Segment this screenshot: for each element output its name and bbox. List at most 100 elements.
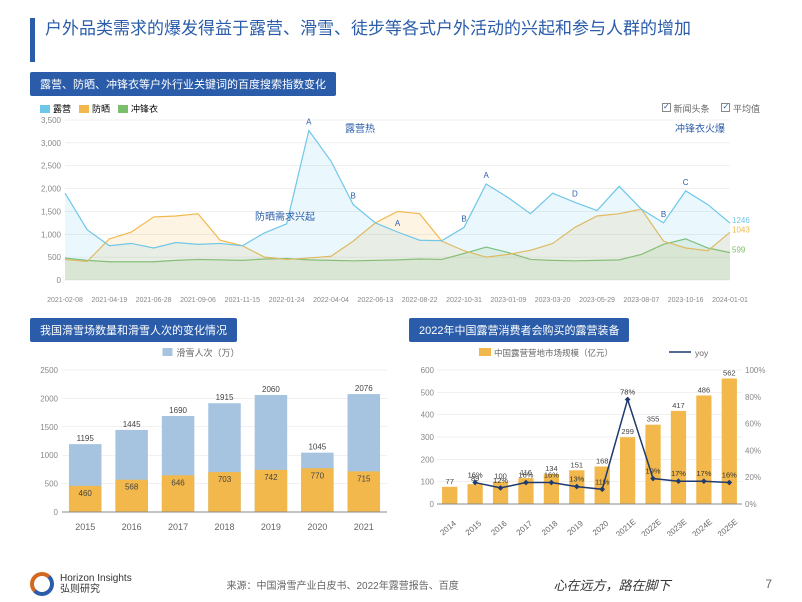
svg-text:滑雪人次（万）: 滑雪人次（万） xyxy=(177,347,240,358)
svg-text:1,500: 1,500 xyxy=(41,207,62,216)
slide: 户外品类需求的爆发得益于露营、滑雪、徒步等各式户外活动的兴起和参与人群的增加 露… xyxy=(0,0,802,602)
svg-text:2015: 2015 xyxy=(75,522,95,532)
svg-text:3,000: 3,000 xyxy=(41,139,62,148)
svg-text:C: C xyxy=(683,178,689,187)
svg-text:2023-08-07: 2023-08-07 xyxy=(623,297,659,304)
svg-text:D: D xyxy=(572,189,578,198)
svg-text:2060: 2060 xyxy=(262,385,280,394)
svg-text:2023-05-29: 2023-05-29 xyxy=(579,297,615,304)
svg-text:1043: 1043 xyxy=(732,225,750,234)
legend-right-label: 平均值 xyxy=(733,104,760,114)
svg-text:715: 715 xyxy=(357,474,371,483)
svg-text:151: 151 xyxy=(571,460,584,469)
svg-text:2023-03-20: 2023-03-20 xyxy=(535,297,571,304)
source-text: 来源：中国滑雪产业白皮书、2022年露营报告、百度 xyxy=(226,577,458,592)
svg-text:2016: 2016 xyxy=(489,519,509,536)
checkbox-icon xyxy=(662,103,671,112)
legend-swatch xyxy=(40,105,50,113)
svg-text:B: B xyxy=(661,210,666,219)
svg-text:2017: 2017 xyxy=(168,522,188,532)
svg-text:2022-01-24: 2022-01-24 xyxy=(269,297,305,304)
svg-text:2023-10-16: 2023-10-16 xyxy=(668,297,704,304)
svg-text:2500: 2500 xyxy=(40,366,58,375)
svg-text:2022-10-31: 2022-10-31 xyxy=(446,297,482,304)
svg-text:486: 486 xyxy=(698,385,711,394)
svg-text:646: 646 xyxy=(171,478,185,487)
svg-text:A: A xyxy=(306,118,312,127)
chart-right: 2022年中国露营消费者会购买的露营装备 中国露营营地市场规模（亿元）yoy01… xyxy=(409,318,774,536)
logo-icon xyxy=(30,572,54,596)
bottom-row: 我国滑雪场数量和滑雪人次的变化情况 滑雪人次（万）050010001500200… xyxy=(30,318,772,536)
svg-text:13%: 13% xyxy=(569,475,584,484)
svg-text:A: A xyxy=(395,219,401,228)
svg-text:2021-06-28: 2021-06-28 xyxy=(136,297,172,304)
svg-text:2022-06-13: 2022-06-13 xyxy=(357,297,393,304)
chart-right-svg: 中国露营营地市场规模（亿元）yoy01002003004005006000%20… xyxy=(409,346,774,536)
svg-text:500: 500 xyxy=(48,253,62,262)
svg-text:100: 100 xyxy=(421,478,435,487)
svg-text:0: 0 xyxy=(54,508,59,517)
legend-label: 防晒 xyxy=(92,102,110,115)
svg-text:16%: 16% xyxy=(722,471,737,480)
svg-text:703: 703 xyxy=(218,475,232,484)
svg-text:1445: 1445 xyxy=(123,420,141,429)
svg-text:2024-01-01: 2024-01-01 xyxy=(712,297,748,304)
svg-text:562: 562 xyxy=(723,368,736,377)
annotation-sun: 防晒需求兴起 xyxy=(255,208,315,223)
svg-text:2020: 2020 xyxy=(307,522,327,532)
svg-text:80%: 80% xyxy=(745,393,761,402)
svg-text:600: 600 xyxy=(421,366,435,375)
svg-text:2015: 2015 xyxy=(464,519,484,536)
chart-right-title: 2022年中国露营消费者会购买的露营装备 xyxy=(409,318,629,342)
svg-text:1,000: 1,000 xyxy=(41,230,62,239)
title-row: 户外品类需求的爆发得益于露营、滑雪、徒步等各式户外活动的兴起和参与人群的增加 xyxy=(30,18,772,62)
motto: 心在远方，路在脚下 xyxy=(554,575,671,594)
brand-en: Horizon Insights xyxy=(60,573,132,584)
legend-label: 露营 xyxy=(53,102,71,115)
checkbox-icon xyxy=(721,103,730,112)
svg-text:200: 200 xyxy=(421,455,435,464)
svg-text:770: 770 xyxy=(311,471,325,480)
legend-swatch xyxy=(79,105,89,113)
svg-text:1000: 1000 xyxy=(40,451,58,460)
page-title: 户外品类需求的爆发得益于露营、滑雪、徒步等各式户外活动的兴起和参与人群的增加 xyxy=(45,18,691,40)
svg-text:2000: 2000 xyxy=(40,394,58,403)
svg-text:2022-08-22: 2022-08-22 xyxy=(402,297,438,304)
chart-left-svg: 滑雪人次（万）050010001500200025001195460201514… xyxy=(30,346,395,536)
svg-text:1690: 1690 xyxy=(169,406,187,415)
svg-text:B: B xyxy=(350,192,355,201)
svg-text:568: 568 xyxy=(125,483,139,492)
svg-text:300: 300 xyxy=(421,433,435,442)
svg-text:460: 460 xyxy=(79,489,93,498)
svg-text:1246: 1246 xyxy=(732,216,750,225)
svg-text:2018: 2018 xyxy=(214,522,234,532)
svg-text:2,500: 2,500 xyxy=(41,162,62,171)
svg-text:168: 168 xyxy=(596,456,609,465)
svg-text:742: 742 xyxy=(264,473,278,482)
svg-text:355: 355 xyxy=(647,415,660,424)
chart-top-legend-right: 新闻头条 平均值 xyxy=(662,102,760,115)
svg-text:299: 299 xyxy=(621,427,634,436)
svg-text:17%: 17% xyxy=(696,469,711,478)
svg-text:2019: 2019 xyxy=(565,519,585,536)
svg-text:2017: 2017 xyxy=(515,519,535,536)
chart-left: 我国滑雪场数量和滑雪人次的变化情况 滑雪人次（万）050010001500200… xyxy=(30,318,395,536)
svg-text:2016: 2016 xyxy=(122,522,142,532)
svg-text:17%: 17% xyxy=(671,469,686,478)
svg-text:0: 0 xyxy=(57,276,62,285)
svg-text:2022E: 2022E xyxy=(640,517,664,536)
legend-label: 冲锋衣 xyxy=(131,102,158,115)
svg-text:500: 500 xyxy=(421,388,435,397)
svg-text:1195: 1195 xyxy=(77,434,95,443)
svg-text:0%: 0% xyxy=(745,500,757,509)
svg-text:16%: 16% xyxy=(544,471,559,480)
svg-text:500: 500 xyxy=(45,480,59,489)
chart-left-title: 我国滑雪场数量和滑雪人次的变化情况 xyxy=(30,318,237,342)
svg-text:2014: 2014 xyxy=(438,519,458,536)
svg-text:12%: 12% xyxy=(493,476,508,485)
svg-text:2076: 2076 xyxy=(355,384,373,393)
svg-text:599: 599 xyxy=(732,246,746,255)
legend-swatch xyxy=(118,105,128,113)
svg-text:78%: 78% xyxy=(620,387,635,396)
svg-text:2021-11-15: 2021-11-15 xyxy=(225,297,260,304)
